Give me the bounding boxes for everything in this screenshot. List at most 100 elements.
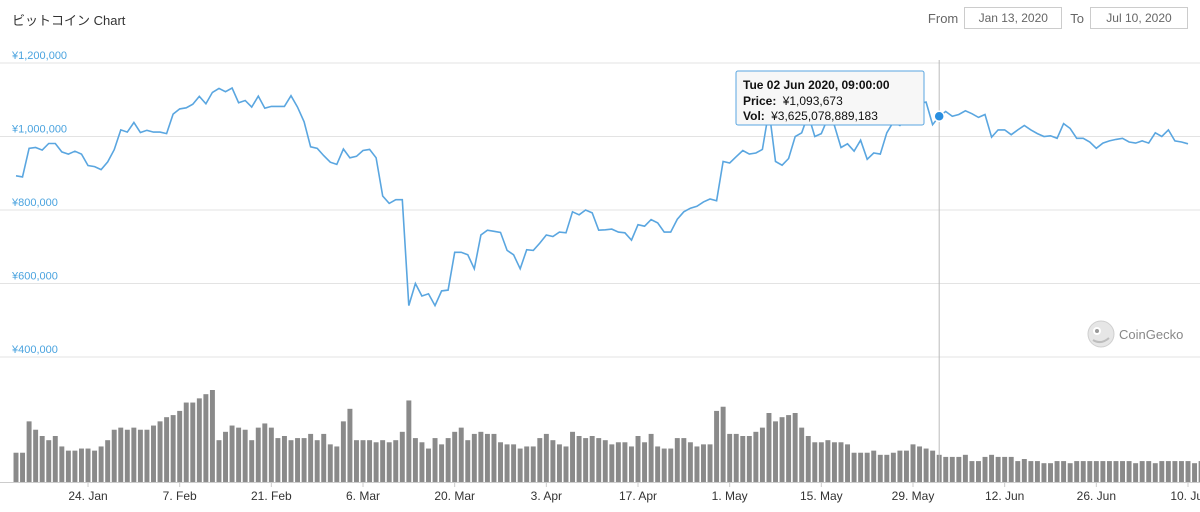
volume-bar [622,442,628,482]
volume-bar [831,442,837,482]
volume-bar [471,433,477,482]
volume-bar [242,429,248,482]
volume-bar [858,452,864,482]
x-axis-ticks: 24. Jan 7. Feb 21. Feb 6. Mar 20. Mar 3. Apr 1… [68,482,1200,503]
volume-bar [668,448,674,482]
volume-bar [1087,461,1093,482]
x-tick-label: 15. May [800,489,843,503]
volume-bar [583,438,589,482]
y-tick-label: ¥1,200,000 [11,50,67,62]
volume-bar [1015,461,1021,482]
volume-bar [360,440,366,482]
volume-bar [498,442,503,482]
from-date-input[interactable] [964,7,1063,29]
volume-bar [576,436,582,482]
volume-bar [864,452,870,482]
x-tick-label: 20. Mar [434,489,475,503]
volume-bar [766,413,772,482]
volume-bar [838,442,844,482]
volume-bar [105,440,111,482]
volume-bar [353,440,359,482]
volume-bar [949,456,955,482]
volume-bar [995,456,1001,482]
volume-bar [223,431,228,482]
volume-bar [1139,461,1145,482]
volume-bar [275,438,281,482]
volume-bar [85,448,91,482]
x-tick-label: 6. Mar [346,489,380,503]
volume-bar [1192,463,1198,482]
y-tick-label: ¥600,000 [11,271,58,283]
volume-bar [989,454,995,482]
volume-bar [79,448,84,482]
volume-bar [229,425,235,482]
volume-bar [714,410,720,482]
volume-bar [1113,461,1119,482]
volume-bar [281,436,287,482]
volume-bar [969,461,975,482]
x-tick-label: 24. Jan [68,489,107,503]
volume-bar [687,442,693,482]
volume-bar [399,431,405,482]
volume-bar [268,427,274,482]
volume-bar [65,450,71,482]
volume-bar [812,442,818,482]
volume-bar [92,450,98,482]
volume-bar [563,446,569,482]
volume-bar [314,440,320,482]
volume-bar [190,402,196,482]
volume-bar [1172,461,1178,482]
volume-bar [288,440,294,482]
volume-bar [1126,461,1132,482]
x-tick-label: 10. Jul [1170,489,1200,503]
volume-bar [917,446,923,482]
volume-bar [72,450,78,482]
volume-bar [903,450,909,482]
volume-bar [20,452,26,482]
volume-bar [930,450,936,482]
volume-bar [151,425,156,482]
volume-bar [550,440,556,482]
volume-bar [39,436,45,482]
volume-bar [334,446,340,482]
volume-bar [393,440,399,482]
to-date-input[interactable] [1090,7,1188,29]
from-label: From [927,10,959,26]
volume-bar [570,431,576,482]
volume-bar [209,390,215,482]
volume-bar [897,450,903,482]
volume-bar [465,440,471,482]
price-series-line [15,86,1189,308]
volume-bar [707,444,713,482]
volume-bar [52,436,58,482]
volume-bar [740,436,746,482]
volume-bar [792,413,798,482]
volume-bar [1021,459,1027,482]
volume-bar [1008,456,1014,482]
tooltip-date: Tue 02 Jun 2020, 09:00:00 [743,78,890,92]
volume-bar [1133,463,1139,482]
volume-bar [982,456,988,482]
volume-bar [406,400,412,482]
volume-bar [33,429,39,482]
volume-bar [1028,461,1034,482]
volume-bar [111,429,117,482]
volume-bar [196,398,202,482]
volume-bar [452,431,458,482]
volume-bar [295,438,301,482]
volume-bar [674,438,680,482]
watermark-text: CoinGecko [1119,327,1183,342]
y-tick-label: ¥800,000 [11,197,58,209]
volume-bar [818,442,824,482]
volume-bar [1100,461,1106,482]
highlight-point[interactable] [933,110,945,123]
volume-bar [458,427,464,482]
volume-bar [367,440,373,482]
volume-bar [1074,461,1080,482]
volume-bar [609,444,615,482]
volume-bar [1152,463,1158,482]
volume-bar [511,444,517,482]
x-tick-label: 21. Feb [251,489,292,503]
volume-bar [871,450,877,482]
